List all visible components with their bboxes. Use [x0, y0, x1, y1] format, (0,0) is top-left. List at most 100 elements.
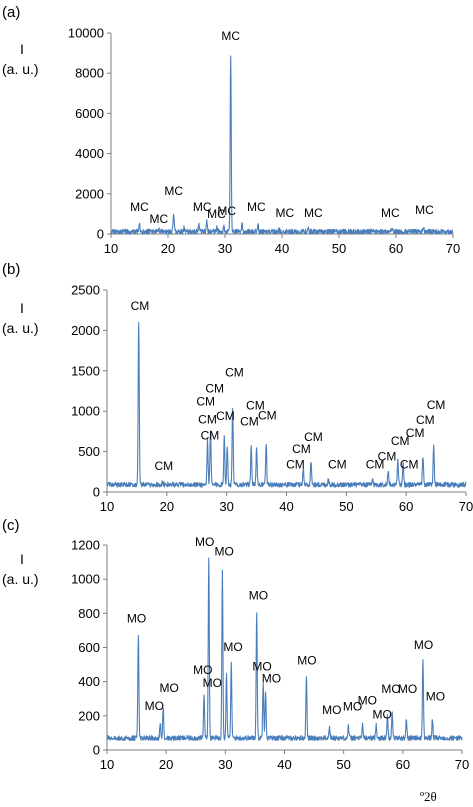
panel-a-y-tick-label: 2000: [75, 186, 104, 201]
panel-a-ylabel-i: I: [20, 41, 24, 57]
panel-c-peak-annotation: MO: [262, 672, 281, 686]
panel-c-y-tick-label: 600: [78, 640, 100, 655]
panel-b-peak-annotation: CM: [205, 382, 224, 396]
panel-c-peak-annotation: MO: [159, 681, 178, 695]
panel-c-xrd-series-line: [106, 557, 463, 742]
panel-b-peak-annotation: CM: [240, 415, 259, 429]
panel-c-x-tick-label: 50: [336, 757, 350, 772]
panel-a-peak-annotation: MC: [221, 29, 240, 43]
panel-b-peak-annotation: CM: [304, 430, 323, 444]
panel-b-x-tick-label: 30: [219, 499, 233, 514]
panel-c-peak-annotation: MO: [398, 682, 417, 696]
panel-c-ylabel-units: (a. u.): [2, 571, 39, 587]
panel-c-y-tick-label: 200: [78, 708, 100, 723]
panel-b-ylabel-i: I: [20, 300, 24, 316]
panel-a-y-tick-label: 0: [97, 227, 104, 242]
panel-b-peak-annotation: CM: [225, 365, 244, 379]
panel-c-peak-annotation: MO: [426, 689, 445, 703]
panel-a-y-tick-label: 4000: [75, 146, 104, 161]
panel-b-peak-annotation: CM: [155, 459, 174, 473]
panel-a-x-tick-label: 60: [389, 241, 403, 256]
panel-b-peak-annotation: CM: [406, 426, 425, 440]
panel-c-x-tick-label: 60: [396, 757, 410, 772]
panel-c-peak-annotation: MO: [343, 700, 362, 714]
panel-c-peak-annotation: MO: [223, 640, 242, 654]
panel-b-peak-annotation: CM: [258, 408, 277, 422]
panel-a-x-tick-label: 70: [446, 241, 460, 256]
panel-c-label: (c): [2, 517, 20, 534]
panel-a-peak-annotation: MC: [150, 212, 169, 226]
panel-b-peak-annotation: CM: [198, 412, 217, 426]
panel-a-label: (a): [2, 4, 20, 21]
panel-c-y-tick-label: 1200: [71, 538, 100, 553]
panel-b-peak-annotation: CM: [196, 395, 215, 409]
panel-c-peak-annotation: MO: [358, 694, 377, 708]
panel-a-y-tick-label: 6000: [75, 106, 104, 121]
panel-c-y-tick-label: 1000: [71, 572, 100, 587]
panel-c-peak-annotation: MO: [372, 707, 391, 721]
panel-b-peak-annotation: CM: [328, 458, 347, 472]
panel-c-y-tick-label: 400: [78, 674, 100, 689]
panel-b-y-tick-label: 1000: [71, 404, 100, 419]
panel-c-y-tick-label: 800: [78, 606, 100, 621]
panel-b-peak-annotation: CM: [292, 442, 311, 456]
panel-b-peak-annotation: CM: [366, 458, 385, 472]
panel-c-peak-annotation: MO: [195, 535, 214, 549]
panel-a-peak-annotation: MC: [207, 207, 226, 221]
panel-a-ylabel-units: (a. u.): [2, 61, 39, 77]
panel-c-x-tick-label: 70: [455, 757, 469, 772]
panel-c-peak-annotation: MO: [414, 638, 433, 652]
panel-b-x-tick-label: 50: [339, 499, 353, 514]
panel-a-peak-annotation: MC: [217, 204, 236, 218]
panel-b-y-tick-label: 2500: [71, 283, 100, 298]
panel-b-peak-annotation: CM: [427, 398, 446, 412]
panel-c-peak-annotation: MO: [381, 682, 400, 696]
panel-b-y-tick-label: 0: [93, 485, 100, 500]
panel-a-peak-annotation: MC: [164, 184, 183, 198]
panel-a-xrd-series-line: [110, 55, 454, 235]
panel-a-peak-annotation: MC: [247, 200, 266, 214]
panel-a-x-tick-label: 50: [332, 241, 346, 256]
panel-c-peak-annotation: MO: [249, 589, 268, 603]
panel-b-y-tick-label: 1500: [71, 363, 100, 378]
panel-c-peak-annotation: MO: [203, 676, 222, 690]
x-axis-unit-label: º2θ: [420, 789, 437, 804]
panel-a-peak-annotation: MC: [304, 206, 323, 220]
panel-a-x-tick-label: 20: [161, 241, 175, 256]
panel-c-x-tick-label: 20: [159, 757, 173, 772]
panel-c-peak-annotation: MO: [322, 703, 341, 717]
panel-a-x-tick-label: 10: [104, 241, 118, 256]
panel-b-peak-annotation: CM: [391, 434, 410, 448]
panel-c-peak-annotation: MO: [297, 654, 316, 668]
panel-b-x-tick-label: 10: [100, 499, 114, 514]
panel-a-y-tick-label: 8000: [75, 66, 104, 81]
panel-a-peak-annotation: MC: [193, 200, 212, 214]
panel-b-peak-annotation: CM: [286, 458, 305, 472]
panel-b-x-tick-label: 70: [459, 499, 473, 514]
panel-b-peak-annotation: CM: [378, 449, 397, 463]
panel-c-peak-annotation: MO: [214, 544, 233, 558]
panel-a-peak-annotation: MC: [415, 203, 434, 217]
panel-a-peak-annotation: MC: [381, 206, 400, 220]
panel-b-peak-annotation: CM: [131, 299, 150, 313]
panel-b-xrd-series-line: [106, 321, 467, 488]
panel-b-x-tick-label: 40: [279, 499, 293, 514]
panel-b-x-tick-label: 20: [160, 499, 174, 514]
panel-c-x-tick-label: 30: [218, 757, 232, 772]
panel-a-peak-annotation: MC: [130, 200, 149, 214]
panel-c-x-tick-label: 40: [277, 757, 291, 772]
panel-b-y-tick-label: 500: [78, 444, 100, 459]
panel-b-peak-annotation: CM: [416, 413, 435, 427]
panel-b-ylabel-units: (a. u.): [2, 320, 39, 336]
panel-b-label: (b): [2, 261, 20, 278]
panel-c-y-tick-label: 0: [93, 743, 100, 758]
panel-c-peak-annotation: MO: [252, 660, 271, 674]
panel-a-x-tick-label: 30: [218, 241, 232, 256]
panel-b-peak-annotation: CM: [201, 428, 220, 442]
panel-c-peak-annotation: MO: [127, 612, 146, 626]
panel-a-x-tick-label: 40: [275, 241, 289, 256]
